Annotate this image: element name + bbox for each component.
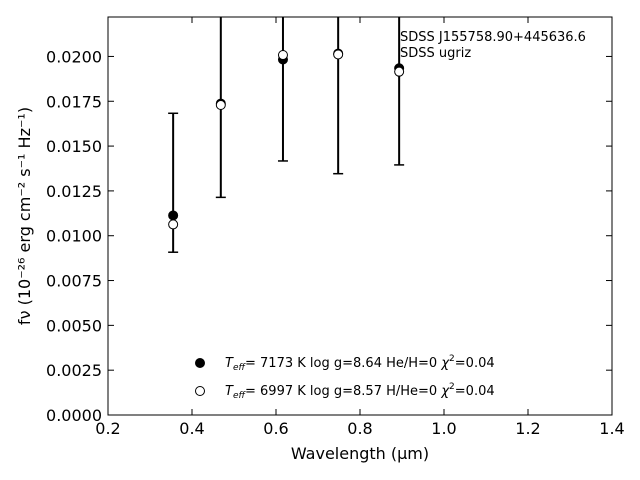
x-tick-label-1: 0.4	[179, 419, 204, 438]
open-point-1	[215, 100, 226, 111]
x-tick-label-6: 1.4	[599, 419, 624, 438]
legend-entry-2: Teff= 6997 K log g=8.57 H/He=0 χ2=0.04	[225, 382, 495, 401]
filled-point-0	[168, 210, 179, 221]
open-point-4	[394, 66, 405, 77]
annotation-survey: SDSS ugriz	[400, 46, 471, 61]
y-axis-label: fν (10⁻²⁶ erg cm⁻² s⁻¹ Hz⁻¹)	[15, 107, 34, 325]
y-tick-label-6: 0.0150	[46, 137, 102, 156]
x-tick-label-4: 1.0	[431, 419, 456, 438]
y-tick-label-3: 0.0075	[46, 272, 102, 291]
open-point-0	[168, 219, 179, 230]
open-point-3	[333, 49, 344, 60]
legend-entry-1: Teff= 7173 K log g=8.64 He/H=0 χ2=0.04	[225, 354, 495, 373]
y-tick-label-5: 0.0125	[46, 182, 102, 201]
legend-marker-filled	[195, 358, 205, 368]
legend: Teff= 7173 K log g=8.64 He/H=0 χ2=0.04 T…	[195, 354, 495, 401]
x-tick-label-3: 0.8	[347, 419, 372, 438]
open-point-2	[277, 50, 288, 61]
plot-marks	[168, 17, 405, 253]
annotation-object-name: SDSS J155758.90+445636.6	[400, 30, 586, 45]
y-tick-label-1: 0.0025	[46, 361, 102, 380]
x-tick-label-2: 0.6	[263, 419, 288, 438]
x-axis-label: Wavelength (μm)	[291, 444, 429, 463]
y-tick-label-2: 0.0050	[46, 316, 102, 335]
x-tick-label-5: 1.2	[515, 419, 540, 438]
legend-marker-open	[195, 386, 205, 396]
x-tick-label-0: 0.2	[95, 419, 120, 438]
y-tick-label-8: 0.0200	[46, 47, 102, 66]
y-tick-label-4: 0.0100	[46, 227, 102, 246]
y-tick-label-7: 0.0175	[46, 92, 102, 111]
y-tick-label-0: 0.0000	[46, 406, 102, 425]
axis-ticks: 0.2 0.4 0.6 0.8 1.0 1.2 1.4 0.0000 0.0025 0.0050 0…	[46, 17, 625, 438]
